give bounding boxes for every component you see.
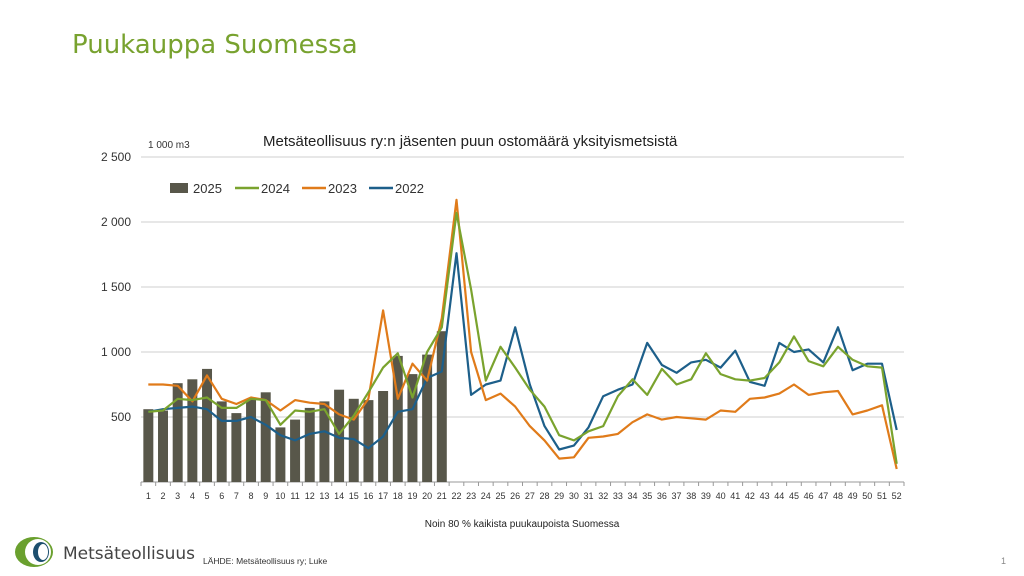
x-tick-label: 51 <box>877 491 887 501</box>
bar-2025 <box>334 389 345 482</box>
bar-2025 <box>348 398 359 482</box>
bar-2025 <box>202 368 213 482</box>
x-tick-label: 21 <box>437 491 447 501</box>
x-tick-label: 29 <box>554 491 564 501</box>
x-tick-label: 50 <box>862 491 872 501</box>
x-tick-label: 35 <box>642 491 652 501</box>
chart-title: Metsäteollisuus ry:n jäsenten puun ostom… <box>263 133 678 150</box>
x-tick-label: 48 <box>833 491 843 501</box>
bar-2025 <box>407 374 418 482</box>
legend: 2025 2024 2023 2022 <box>170 181 424 196</box>
y-tick-label: 2 000 <box>101 215 131 229</box>
x-tick-label: 40 <box>716 491 726 501</box>
x-tick-label: 38 <box>686 491 696 501</box>
x-tick-label: 26 <box>510 491 520 501</box>
x-tick-label: 20 <box>422 491 432 501</box>
bar-2025 <box>422 354 433 482</box>
bar-2025 <box>216 401 227 482</box>
x-tick-label: 1 <box>146 491 151 501</box>
x-tick-label: 17 <box>378 491 388 501</box>
x-tick-label: 6 <box>219 491 224 501</box>
line-series <box>148 198 898 470</box>
line-series-2024 <box>148 211 898 464</box>
y-tick-label: 1 000 <box>101 345 131 359</box>
bar-2025 <box>231 413 242 482</box>
bar-2025 <box>290 419 301 482</box>
bar-2025 <box>260 392 271 482</box>
line-series-2023 <box>148 198 898 470</box>
chart-footnote: Noin 80 % kaikista puukaupoista Suomessa <box>424 519 620 530</box>
x-tick-label: 31 <box>584 491 594 501</box>
x-tick-label: 41 <box>730 491 740 501</box>
x-tick-label: 28 <box>540 491 550 501</box>
page-number: 1 <box>1000 556 1006 566</box>
legend-swatch-2025 <box>170 183 188 193</box>
x-tick-label: 32 <box>598 491 608 501</box>
y-tick-label: 1 500 <box>101 280 131 294</box>
x-tick-label: 49 <box>848 491 858 501</box>
bar-2025 <box>436 331 447 482</box>
x-tick-label: 30 <box>569 491 579 501</box>
x-tick-label: 45 <box>789 491 799 501</box>
bar-2025 <box>319 401 330 482</box>
y-tick-label: 2 500 <box>101 150 131 164</box>
bar-2025 <box>187 379 198 482</box>
legend-label-2024: 2024 <box>261 181 290 196</box>
logo-text: Metsäteollisuus <box>63 544 196 564</box>
x-tick-label: 46 <box>804 491 814 501</box>
chart-unit-label: 1 000 m3 <box>148 140 190 151</box>
x-tick-label: 9 <box>263 491 268 501</box>
x-tick-label: 39 <box>701 491 711 501</box>
x-tick-label: 44 <box>774 491 784 501</box>
x-tick-label: 2 <box>161 491 166 501</box>
x-tick-label: 19 <box>407 491 417 501</box>
x-tick-label: 37 <box>672 491 682 501</box>
y-axis: 500 1 000 1 500 2 000 2 500 <box>101 150 131 424</box>
slide-title: Puukauppa Suomessa <box>72 30 358 60</box>
x-tick-label: 23 <box>466 491 476 501</box>
x-tick-label: 13 <box>319 491 329 501</box>
x-tick-label: 52 <box>892 491 902 501</box>
x-tick-label: 11 <box>290 491 299 501</box>
x-tick-label: 43 <box>760 491 770 501</box>
legend-label-2025: 2025 <box>193 181 222 196</box>
legend-label-2023: 2023 <box>328 181 357 196</box>
line-series-2022 <box>148 252 898 451</box>
x-tick-label: 7 <box>234 491 239 501</box>
x-tick-label: 3 <box>175 491 180 501</box>
x-tick-label: 33 <box>613 491 623 501</box>
x-tick-label: 34 <box>628 491 638 501</box>
x-axis: 1 2 3 4 5 6 7 8 9 10 11 12 13 14 15 16 17 18 19 20 21 22 23 24 2… <box>140 482 905 501</box>
metsateollisuus-logo-icon <box>15 537 53 567</box>
x-tick-label: 12 <box>305 491 315 501</box>
x-tick-label: 5 <box>205 491 210 501</box>
bar-2025 <box>275 427 286 482</box>
x-tick-label: 22 <box>451 491 461 501</box>
y-tick-label: 500 <box>111 410 131 424</box>
x-tick-label: 8 <box>249 491 254 501</box>
bar-2025 <box>392 355 403 482</box>
x-tick-label: 25 <box>495 491 505 501</box>
x-tick-label: 18 <box>393 491 403 501</box>
bar-2025 <box>143 409 154 482</box>
x-tick-label: 27 <box>525 491 535 501</box>
x-tick-label: 24 <box>481 491 491 501</box>
x-tick-label: 4 <box>190 491 195 501</box>
bar-2025 <box>246 398 257 482</box>
x-tick-label: 14 <box>334 491 344 501</box>
bar-2025 <box>363 400 374 482</box>
source-note: LÄHDE: Metsäteollisuus ry; Luke <box>203 556 328 566</box>
bar-2025 <box>304 407 315 482</box>
x-tick-label: 42 <box>745 491 755 501</box>
bar-2025 <box>172 383 183 482</box>
x-tick-label: 36 <box>657 491 667 501</box>
x-tick-label: 10 <box>275 491 285 501</box>
x-tick-label: 47 <box>818 491 828 501</box>
x-tick-label: 15 <box>349 491 359 501</box>
bar-2025 <box>158 410 168 482</box>
legend-label-2022: 2022 <box>395 181 424 196</box>
x-tick-label: 16 <box>363 491 373 501</box>
